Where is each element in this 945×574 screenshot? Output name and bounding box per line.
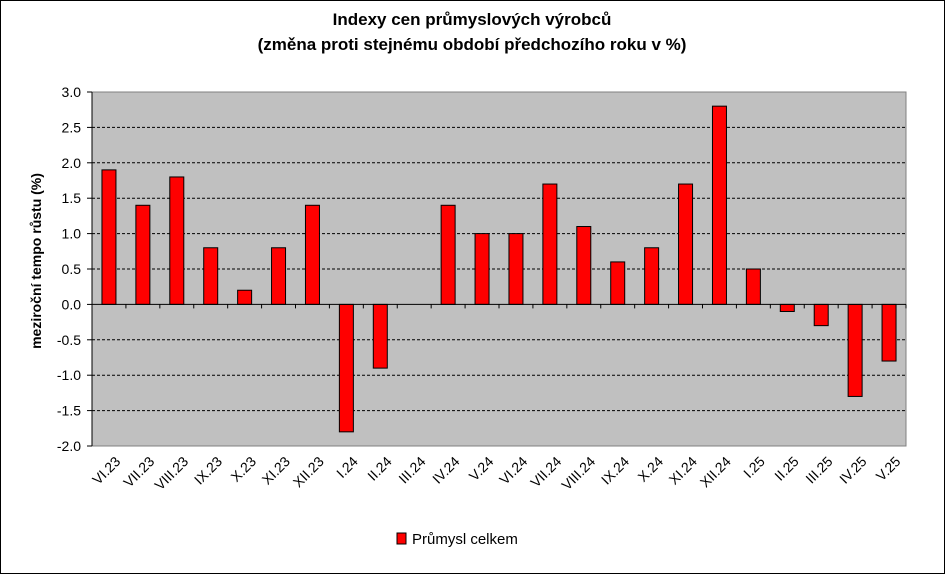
x-tick-label: X.23 bbox=[227, 453, 259, 485]
bar-III.25 bbox=[813, 303, 829, 327]
y-tick-label: 3.0 bbox=[62, 84, 82, 100]
bar-V.24 bbox=[474, 233, 490, 305]
bar-XI.24 bbox=[678, 183, 694, 305]
legend-swatch bbox=[396, 532, 407, 545]
bar-II.24 bbox=[372, 303, 388, 369]
bar-VI.24 bbox=[508, 233, 524, 305]
x-tick-label: V.25 bbox=[873, 453, 904, 484]
x-tick-label: X.24 bbox=[634, 453, 666, 485]
x-tick-label: VIII.23 bbox=[151, 453, 191, 493]
x-tick-label: IV.25 bbox=[836, 453, 870, 487]
x-tick-label: VII.24 bbox=[527, 453, 564, 490]
x-tick-label: II.25 bbox=[771, 453, 802, 484]
bar-II.25 bbox=[779, 303, 795, 312]
y-tick-label: -2.0 bbox=[57, 438, 81, 454]
chart-subtitle: (změna proti stejnému období předchozího… bbox=[258, 35, 687, 54]
y-tick-label: -0.5 bbox=[57, 332, 81, 348]
bar-X.24 bbox=[644, 247, 660, 305]
legend: Průmysl celkem bbox=[396, 531, 518, 548]
bar-VI.23 bbox=[101, 169, 117, 305]
bar-IV.25 bbox=[847, 303, 863, 397]
x-tick-label: III.25 bbox=[802, 453, 835, 486]
y-tick-labels: 3.0 2.5 2.0 1.5 1.0 0.5 0.0 -0.5 -1.0 -1.5 -2.0 bbox=[57, 84, 92, 454]
x-tick-label: I.24 bbox=[333, 453, 361, 481]
chart-title: Indexy cen průmyslových výrobců bbox=[333, 10, 612, 29]
x-tick-label: III.24 bbox=[395, 453, 428, 486]
bar-XII.24 bbox=[711, 105, 727, 305]
y-tick-label: -1.5 bbox=[57, 403, 81, 419]
x-tick-label: I.25 bbox=[740, 453, 768, 481]
x-tick-label: VII.23 bbox=[120, 453, 157, 490]
x-tick-label: XII.23 bbox=[290, 453, 327, 490]
bar-I.25 bbox=[745, 268, 761, 305]
bar-VII.24 bbox=[542, 183, 558, 305]
bar-X.23 bbox=[237, 289, 253, 305]
bar-IX.24 bbox=[610, 261, 626, 305]
y-tick-label: 1.0 bbox=[62, 226, 82, 242]
y-tick-label: 0.5 bbox=[62, 261, 82, 277]
bar-XII.23 bbox=[304, 204, 320, 305]
y-tick-label: 0.0 bbox=[62, 296, 82, 312]
x-tick-label: XI.23 bbox=[259, 453, 294, 488]
y-axis-label: meziroční tempo růstu (%) bbox=[28, 173, 44, 349]
bar-V.25 bbox=[881, 303, 897, 362]
bar-VII.23 bbox=[135, 204, 151, 305]
bar-IV.24 bbox=[440, 204, 456, 305]
y-tick-label: -1.0 bbox=[57, 367, 81, 383]
x-tick-label: II.24 bbox=[364, 453, 395, 484]
bar-I.24 bbox=[338, 303, 354, 433]
y-tick-label: 1.5 bbox=[62, 190, 82, 206]
bar-XI.23 bbox=[271, 247, 287, 305]
y-tick-label: 2.5 bbox=[62, 119, 82, 135]
bar-IX.23 bbox=[203, 247, 219, 305]
bar-VIII.23 bbox=[169, 176, 185, 305]
x-tick-label: VI.24 bbox=[496, 453, 531, 488]
x-tick-label: VIII.24 bbox=[558, 453, 598, 493]
x-tick-label: IV.24 bbox=[429, 453, 463, 487]
grid-lines bbox=[92, 126, 906, 412]
y-tick-label: 2.0 bbox=[62, 155, 82, 171]
x-tick-label: V.24 bbox=[466, 453, 497, 484]
x-tick-label: IX.23 bbox=[191, 453, 226, 488]
bar-VIII.24 bbox=[576, 226, 592, 305]
x-tick-label: XI.24 bbox=[666, 453, 701, 488]
legend-label: Průmysl celkem bbox=[412, 531, 518, 548]
x-tick-label: VI.23 bbox=[89, 453, 124, 488]
x-tick-label: IX.24 bbox=[598, 453, 633, 488]
x-tick-label: XII.24 bbox=[697, 453, 734, 490]
